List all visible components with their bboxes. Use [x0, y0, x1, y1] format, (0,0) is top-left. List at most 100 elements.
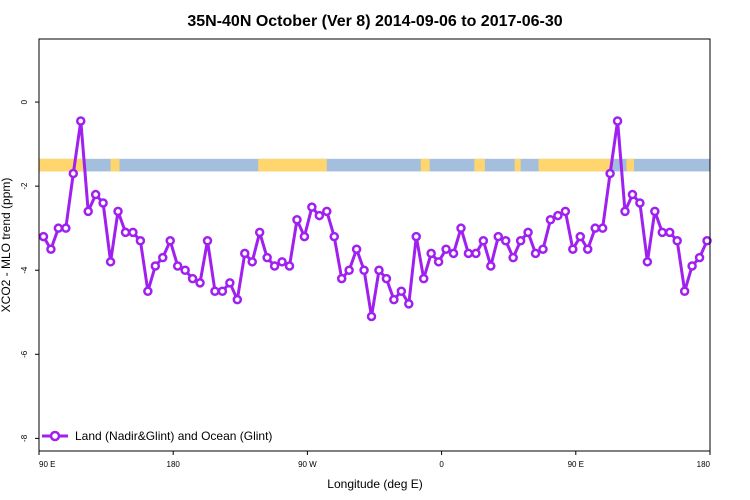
data-point — [202, 236, 213, 246]
data-point — [411, 231, 422, 242]
x-tick-label: 0 — [439, 460, 444, 469]
data-point — [113, 206, 123, 217]
y-tick-label: -4 — [20, 266, 29, 274]
data-point — [351, 244, 362, 254]
data-point — [441, 244, 451, 254]
data-point — [150, 261, 161, 271]
surface-band — [39, 158, 710, 172]
data-point — [210, 286, 220, 296]
legend-label: Land (Nadir&Glint) and Ocean (Glint) — [75, 429, 272, 443]
data-point — [299, 231, 310, 242]
data-point — [83, 206, 93, 217]
data-point — [344, 265, 354, 275]
data-point — [247, 257, 257, 267]
data-point — [98, 198, 108, 208]
data-point — [314, 210, 325, 221]
data-point — [195, 278, 205, 288]
data-point — [672, 236, 682, 246]
data-point — [612, 116, 623, 126]
data-point — [269, 261, 280, 271]
y-tick-label: -6 — [20, 350, 29, 358]
data-point — [694, 252, 705, 263]
x-tick-label: 180 — [167, 460, 181, 469]
land-segment — [420, 158, 430, 172]
data-point — [336, 273, 347, 284]
data-point — [426, 248, 436, 259]
data-point — [702, 236, 712, 246]
series-line — [42, 119, 709, 318]
data-point — [590, 223, 600, 233]
series-layer — [38, 116, 712, 322]
data-point — [135, 236, 146, 246]
data-point — [433, 257, 444, 267]
data-point — [679, 286, 690, 296]
data-point — [225, 278, 235, 288]
data-point — [374, 265, 384, 275]
y-tick-label: 0 — [20, 99, 29, 104]
data-point — [76, 116, 86, 126]
data-point — [500, 236, 511, 246]
data-point — [568, 244, 578, 254]
data-point — [143, 286, 153, 296]
x-axis-label: Longitude (deg E) — [327, 477, 422, 491]
data-point — [254, 227, 265, 238]
data-point — [366, 311, 377, 322]
data-point — [172, 261, 183, 271]
data-point — [292, 215, 302, 225]
data-point — [635, 198, 645, 208]
data-point — [553, 210, 563, 221]
data-point — [329, 231, 339, 242]
data-point — [471, 248, 481, 259]
data-point — [38, 231, 49, 242]
data-point — [620, 206, 630, 217]
land-segment — [538, 158, 612, 172]
data-point — [575, 231, 586, 242]
data-point — [560, 206, 571, 217]
x-tick-label: 90 E — [39, 460, 55, 469]
data-point — [463, 248, 474, 259]
chart-title: 35N-40N October (Ver 8) 2014-09-06 to 20… — [187, 13, 562, 30]
data-point — [90, 189, 101, 200]
data-point — [664, 227, 675, 238]
data-point — [120, 227, 131, 238]
land-segment — [110, 158, 120, 172]
data-point — [515, 236, 526, 246]
data-point — [68, 168, 79, 179]
data-point — [605, 168, 615, 179]
land-segment — [258, 158, 327, 172]
data-point — [284, 261, 295, 271]
data-point — [53, 223, 64, 233]
data-point — [322, 206, 332, 217]
data-point — [240, 248, 250, 259]
data-point — [418, 273, 429, 284]
land-segment — [514, 158, 521, 172]
data-point — [448, 248, 459, 259]
data-point — [61, 223, 71, 233]
data-point — [232, 294, 243, 305]
data-point — [217, 286, 228, 296]
data-point — [538, 244, 548, 254]
data-point — [597, 223, 608, 233]
y-tick-label: -2 — [20, 182, 29, 190]
data-point — [396, 286, 407, 296]
y-tick-label: -8 — [20, 434, 29, 442]
data-point — [187, 273, 198, 284]
data-point — [277, 257, 287, 267]
data-point — [180, 265, 190, 275]
data-point — [381, 273, 392, 284]
plot-frame — [38, 38, 711, 452]
legend-marker — [49, 430, 61, 442]
data-point — [456, 223, 466, 233]
data-point — [523, 227, 533, 238]
data-point — [262, 252, 272, 263]
x-tick-label: 90 W — [298, 460, 317, 469]
data-point — [105, 257, 116, 267]
land-segment — [39, 158, 84, 172]
data-point — [165, 236, 175, 246]
land-segment — [474, 158, 485, 172]
data-point — [478, 236, 489, 246]
data-point — [307, 202, 317, 212]
data-point — [486, 261, 496, 271]
y-axis: 0 -2 -4 -6 -8 — [20, 99, 39, 442]
data-point — [687, 261, 697, 271]
